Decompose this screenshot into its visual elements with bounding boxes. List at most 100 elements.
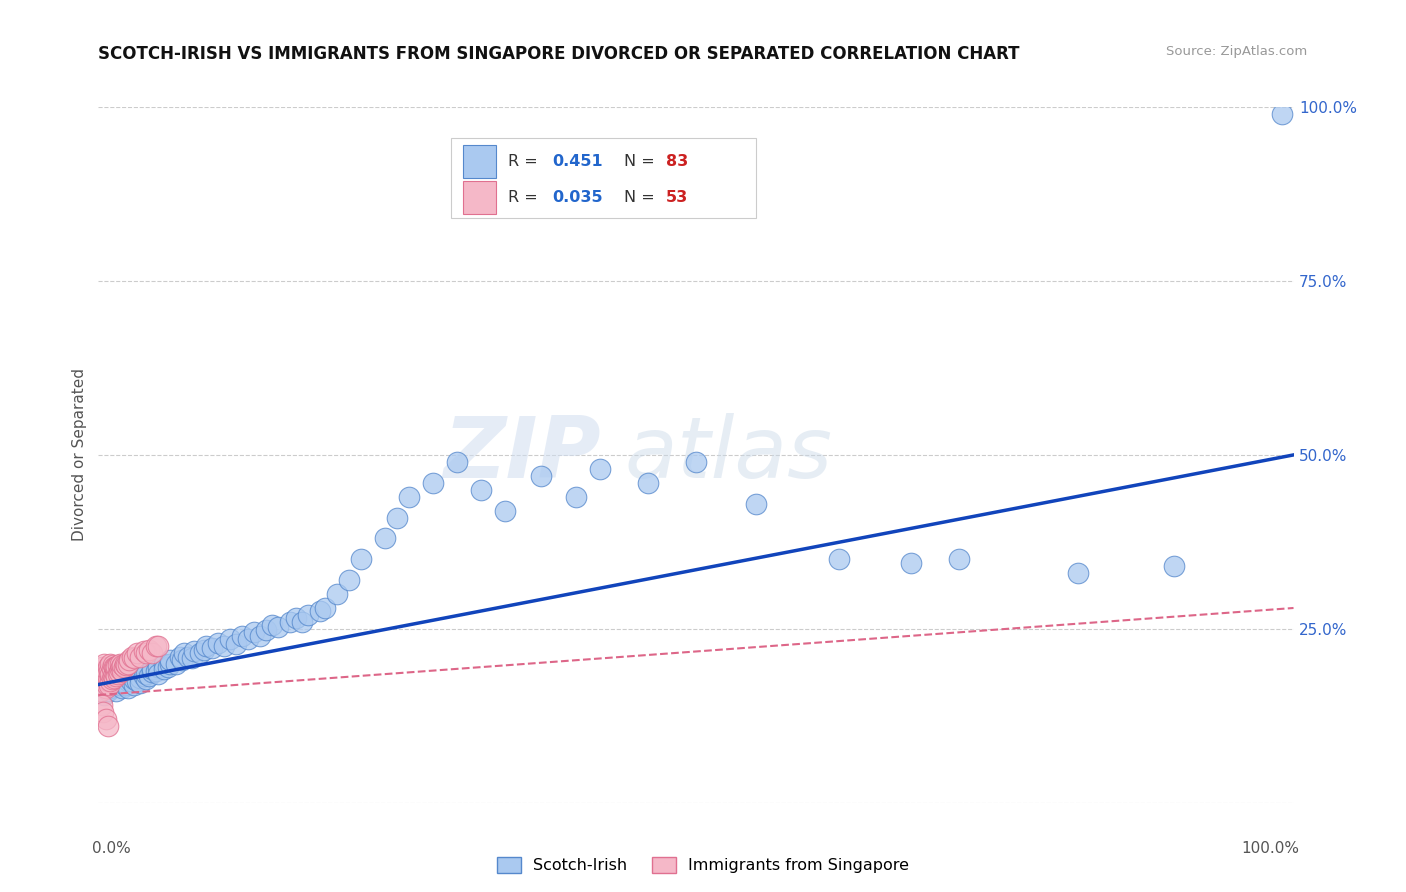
- Point: [565, 490, 588, 504]
- Y-axis label: Divorced or Separated: Divorced or Separated: [72, 368, 87, 541]
- Point: [169, 649, 191, 664]
- Point: [117, 674, 139, 689]
- Point: [188, 646, 211, 660]
- Point: [121, 649, 143, 664]
- Point: [135, 667, 157, 681]
- Point: [446, 455, 468, 469]
- Point: [97, 674, 120, 689]
- Point: [315, 601, 337, 615]
- Point: [685, 455, 707, 469]
- Point: [297, 607, 319, 622]
- Point: [98, 674, 122, 689]
- Point: [231, 629, 253, 643]
- Point: [115, 658, 138, 673]
- Point: [141, 662, 163, 676]
- Point: [183, 644, 205, 658]
- Point: [100, 662, 122, 676]
- Point: [91, 706, 114, 720]
- Point: [132, 669, 155, 683]
- Point: [118, 653, 141, 667]
- Point: [98, 681, 122, 695]
- Point: [114, 657, 136, 671]
- Point: [1067, 566, 1090, 581]
- Point: [278, 615, 301, 629]
- Point: [225, 637, 247, 651]
- Point: [129, 671, 152, 685]
- Point: [135, 646, 157, 660]
- Point: [97, 719, 120, 733]
- Point: [97, 684, 120, 698]
- Point: [94, 712, 117, 726]
- Point: [243, 625, 266, 640]
- Point: [105, 660, 128, 674]
- Text: R =: R =: [509, 190, 543, 205]
- Point: [111, 674, 134, 689]
- Point: [1271, 107, 1294, 121]
- Bar: [463, 181, 496, 214]
- Point: [105, 669, 128, 683]
- Point: [110, 660, 132, 674]
- Point: [145, 639, 167, 653]
- Point: [173, 646, 195, 660]
- Text: atlas: atlas: [624, 413, 832, 497]
- Point: [103, 674, 125, 689]
- Point: [108, 657, 131, 671]
- Text: 0.451: 0.451: [553, 153, 603, 169]
- Point: [98, 677, 121, 691]
- Point: [745, 497, 768, 511]
- Point: [180, 651, 202, 665]
- Point: [129, 649, 152, 664]
- Point: [326, 587, 349, 601]
- Point: [90, 684, 112, 698]
- Point: [107, 667, 129, 681]
- Point: [104, 660, 127, 674]
- Point: [156, 660, 179, 674]
- Point: [219, 632, 242, 647]
- Bar: [463, 145, 496, 178]
- Point: [98, 667, 122, 681]
- Point: [91, 698, 114, 713]
- Point: [249, 629, 271, 643]
- Point: [153, 662, 176, 676]
- Point: [111, 658, 134, 673]
- Point: [1163, 559, 1185, 574]
- Point: [108, 662, 131, 676]
- Point: [470, 483, 492, 497]
- Point: [125, 646, 148, 660]
- Point: [212, 639, 235, 653]
- Point: [385, 510, 409, 524]
- Point: [101, 677, 124, 691]
- Point: [117, 657, 139, 671]
- Point: [96, 677, 118, 691]
- Text: Source: ZipAtlas.com: Source: ZipAtlas.com: [1167, 45, 1308, 58]
- Point: [494, 503, 516, 517]
- Point: [98, 657, 122, 671]
- Point: [93, 688, 115, 702]
- Text: ZIP: ZIP: [443, 413, 600, 497]
- Point: [107, 665, 129, 679]
- Text: N =: N =: [624, 153, 661, 169]
- Point: [172, 653, 194, 667]
- Point: [125, 674, 148, 689]
- Point: [291, 615, 314, 629]
- Point: [103, 671, 125, 685]
- Point: [101, 669, 124, 683]
- Point: [100, 672, 122, 686]
- Point: [141, 646, 163, 660]
- Point: [111, 664, 134, 678]
- Point: [112, 660, 135, 674]
- Text: 0.0%: 0.0%: [93, 841, 131, 856]
- Point: [177, 649, 200, 664]
- Text: 100.0%: 100.0%: [1241, 841, 1299, 856]
- Text: 0.035: 0.035: [553, 190, 603, 205]
- Point: [153, 657, 176, 671]
- Point: [97, 660, 120, 674]
- Point: [148, 660, 170, 674]
- Point: [589, 462, 612, 476]
- Point: [148, 639, 170, 653]
- Point: [94, 667, 117, 681]
- Point: [530, 468, 553, 483]
- Point: [828, 552, 851, 566]
- Point: [93, 674, 115, 689]
- Point: [96, 664, 118, 678]
